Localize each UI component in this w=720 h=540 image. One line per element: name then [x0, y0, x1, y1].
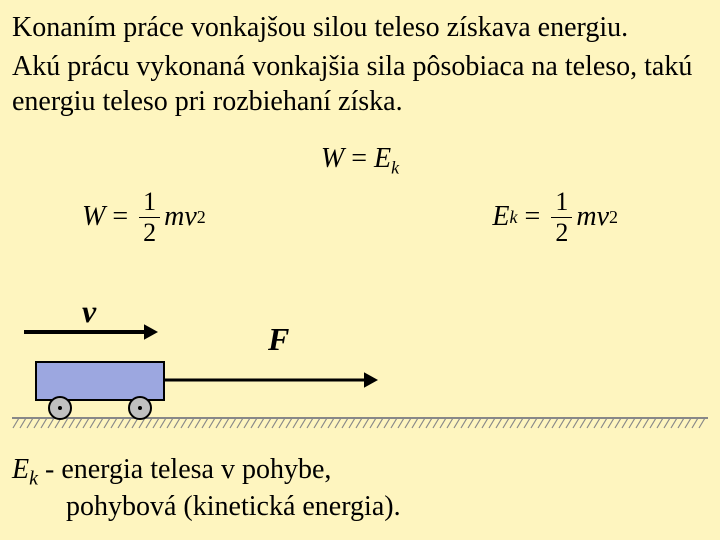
- intro-line-1: Konaním práce vonkajšou silou teleso zís…: [12, 10, 708, 45]
- intro-line-2: Akú prácu vykonaná vonkajšia sila pôsobi…: [12, 49, 708, 119]
- svg-text:v: v: [82, 293, 97, 329]
- equation-left: W = 1 2 mv2: [82, 187, 206, 249]
- equation-right: Ek = 1 2 mv2: [492, 187, 618, 249]
- cart-diagram: vF: [12, 290, 708, 440]
- equation-top: W = Ek: [12, 143, 708, 179]
- svg-text:F: F: [267, 321, 289, 357]
- footer-definition: Ek - energia telesa v pohybe, pohybová (…: [12, 453, 401, 524]
